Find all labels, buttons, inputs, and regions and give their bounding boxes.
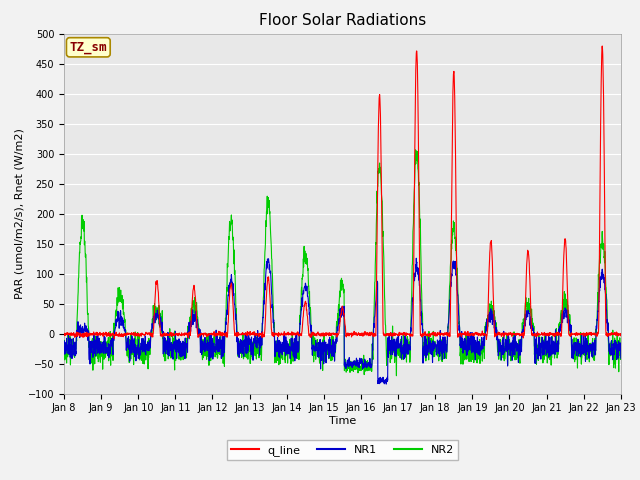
Y-axis label: PAR (umol/m2/s), Rnet (W/m2): PAR (umol/m2/s), Rnet (W/m2)	[15, 128, 25, 299]
NR2	[568, 347, 576, 353]
NR2	[412, 147, 419, 153]
NR2	[584, 343, 591, 348]
Legend: q_line, NR1, NR2: q_line, NR1, NR2	[227, 440, 458, 460]
NR1	[358, 359, 366, 365]
Line: NR2: NR2	[64, 150, 621, 376]
NR1	[60, 340, 68, 346]
q_line	[584, 331, 591, 337]
Title: Floor Solar Radiations: Floor Solar Radiations	[259, 13, 426, 28]
q_line	[617, 331, 625, 337]
q_line	[568, 332, 575, 337]
Line: NR1: NR1	[64, 258, 621, 384]
NR2	[371, 291, 378, 297]
NR1	[568, 355, 576, 361]
NR1	[371, 314, 378, 320]
NR2	[60, 344, 68, 350]
NR2	[617, 349, 625, 355]
NR2	[358, 367, 366, 372]
X-axis label: Time: Time	[329, 416, 356, 426]
NR2	[392, 373, 400, 379]
NR1	[382, 381, 390, 387]
Text: TZ_sm: TZ_sm	[70, 41, 107, 54]
q_line	[483, 336, 490, 342]
NR1	[617, 355, 625, 361]
q_line	[504, 330, 512, 336]
NR2	[216, 337, 223, 343]
q_line	[371, 333, 378, 338]
NR1	[412, 255, 420, 261]
q_line	[60, 332, 68, 338]
q_line	[216, 332, 223, 338]
Line: q_line: q_line	[64, 46, 621, 339]
q_line	[358, 330, 366, 336]
NR1	[584, 342, 591, 348]
NR2	[505, 342, 513, 348]
NR1	[216, 343, 223, 349]
NR1	[505, 334, 513, 340]
q_line	[598, 43, 606, 49]
